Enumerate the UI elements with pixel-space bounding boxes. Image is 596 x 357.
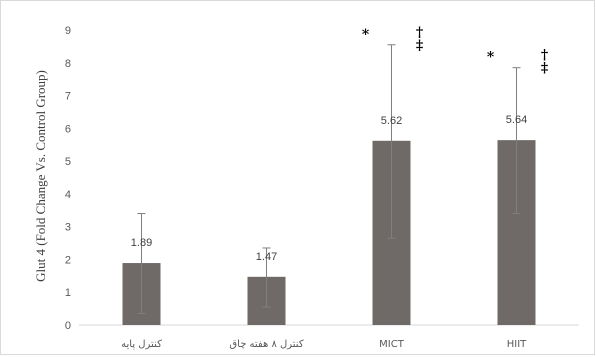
significance-dagger: † [416, 25, 423, 41]
category-label: MICT [379, 339, 405, 350]
significance-star: * [362, 27, 370, 43]
category-label: کنترل پایه [121, 339, 162, 350]
data-label: 5.64 [506, 114, 527, 126]
data-label: 5.62 [381, 115, 402, 127]
y-tick-label: 7 [65, 91, 71, 103]
error-bar [137, 213, 146, 315]
y-tick-label: 3 [65, 222, 71, 234]
significance-dagger: † [541, 48, 548, 64]
bars [122, 140, 536, 325]
significance-markers: * †‡* †‡ [362, 25, 548, 77]
category-label: HIIT [507, 339, 527, 350]
y-axis-ticks: 0 1 2 3 4 5 6 7 8 9 [65, 25, 71, 332]
y-tick-label: 4 [65, 189, 71, 201]
significance-double-dagger: ‡ [541, 61, 548, 77]
y-tick-label: 2 [65, 254, 71, 266]
y-tick-label: 5 [65, 156, 71, 168]
y-axis-label: Glut 4 (Fold Change Vs. Control Group) [33, 70, 48, 282]
significance-star: * [487, 50, 495, 66]
y-axis-label-group: Glut 4 (Fold Change Vs. Control Group) [33, 70, 48, 282]
significance-double-dagger: ‡ [416, 38, 423, 54]
category-labels: کنترل پایه کنترل ۸ هفته چاق MICT HIIT [121, 339, 527, 350]
y-tick-label: 9 [65, 25, 71, 37]
category-label: کنترل ۸ هفته چاق [229, 339, 303, 350]
error-bar [387, 44, 396, 239]
data-labels: 1.89 1.47 5.62 5.64 [131, 114, 527, 263]
y-tick-label: 0 [65, 320, 71, 332]
error-bar [512, 67, 521, 215]
data-label: 1.89 [131, 237, 152, 249]
error-bars [137, 44, 521, 315]
error-bar [262, 247, 271, 308]
y-tick-label: 1 [65, 287, 71, 299]
data-label: 1.47 [256, 251, 277, 263]
y-tick-label: 6 [65, 123, 71, 135]
y-tick-label: 8 [65, 58, 71, 70]
